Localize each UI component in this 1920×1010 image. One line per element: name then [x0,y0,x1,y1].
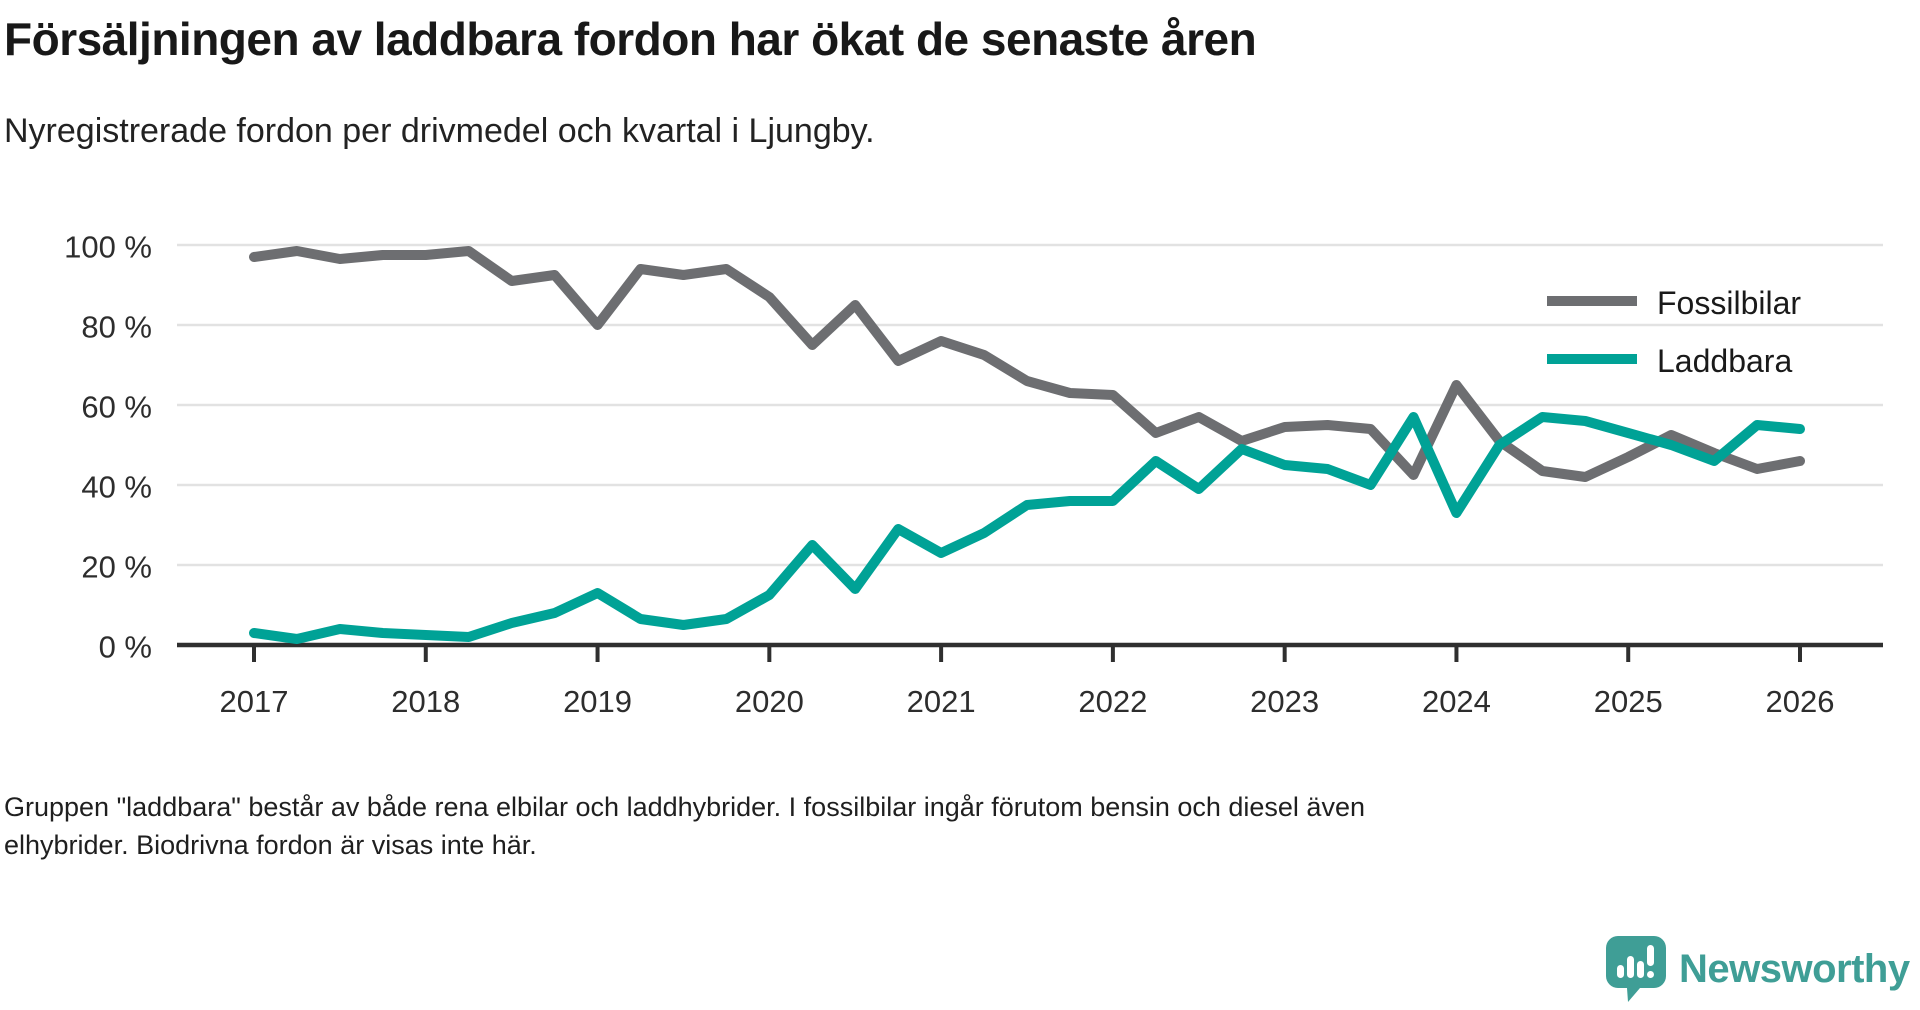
chart-title: Försäljningen av laddbara fordon har öka… [4,13,1257,65]
newsworthy-logo-icon [1606,936,1666,1002]
y-tick-label-80: 80 % [81,310,152,345]
x-tick-label-2022: 2022 [1078,684,1147,719]
chart-subtitle: Nyregistrerade fordon per drivmedel och … [4,112,875,150]
x-tick-label-2023: 2023 [1250,684,1319,719]
x-tick-label-2021: 2021 [907,684,976,719]
series-line-fossilbilar [249,246,1805,482]
x-tick-label-2017: 2017 [220,684,289,719]
y-tick-label-100: 100 % [64,230,152,265]
x-tick-label-2024: 2024 [1422,684,1491,719]
x-tick-label-2026: 2026 [1766,684,1835,719]
footnote-line-1: Gruppen "laddbara" består av både rena e… [4,792,1365,822]
x-tick-label-2018: 2018 [391,684,460,719]
y-tick-label-60: 60 % [81,390,152,425]
x-tick-label-2025: 2025 [1594,684,1663,719]
chart-footnote: Gruppen "laddbara" består av både rena e… [4,788,1704,864]
y-tick-label-40: 40 % [81,470,152,505]
x-tick-label-2020: 2020 [735,684,804,719]
legend-label-laddbara: Laddbara [1657,343,1792,379]
y-tick-label-0: 0 % [99,630,152,665]
footnote-line-2: elhybrider. Biodrivna fordon är visas in… [4,830,537,860]
y-tick-label-20: 20 % [81,550,152,585]
series-line-laddbara [249,412,1805,644]
newsworthy-logo: Newsworthy [1605,936,1910,1002]
x-tick-label-2019: 2019 [563,684,632,719]
legend-label-fossilbilar: Fossilbilar [1657,285,1801,321]
newsworthy-logo-text: Newsworthy [1679,946,1910,991]
